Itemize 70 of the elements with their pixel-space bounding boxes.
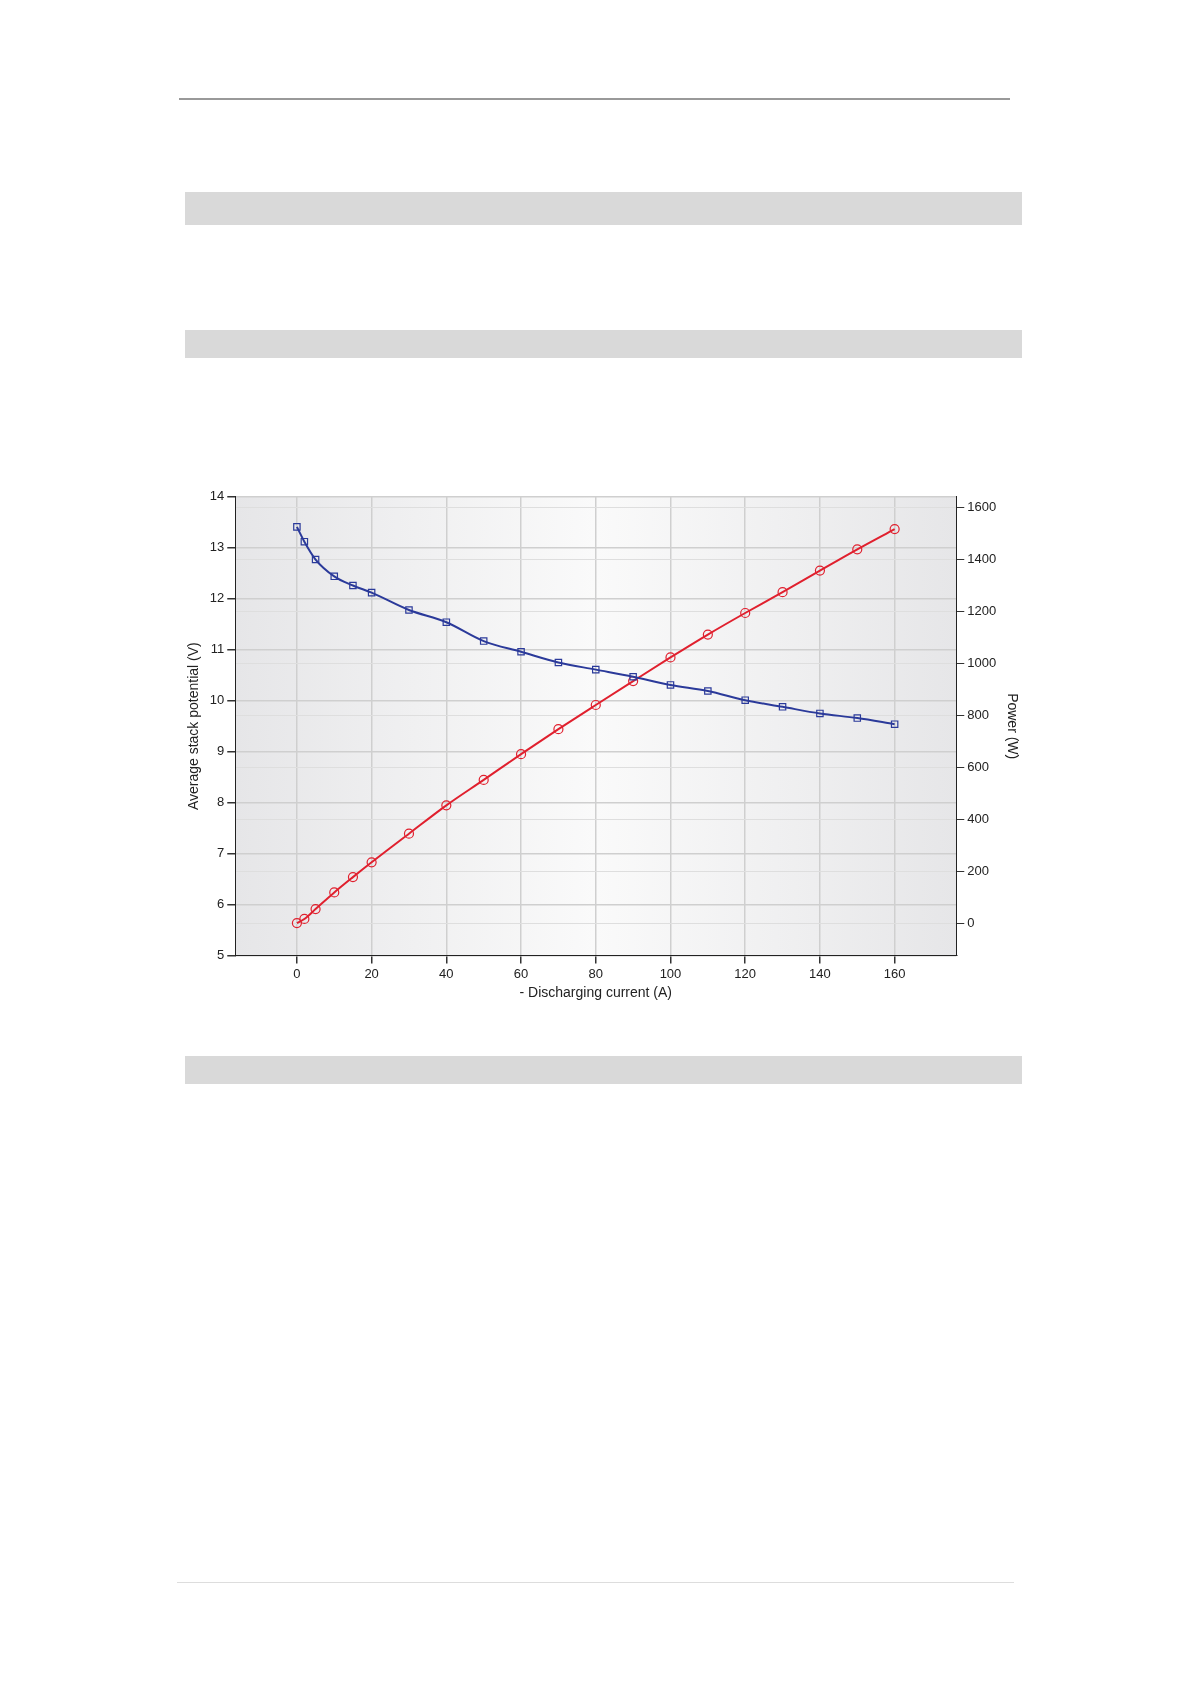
y2-tick-label: 200 <box>967 862 989 878</box>
y-tick-label: 14 <box>209 488 225 504</box>
point <box>349 581 357 590</box>
point <box>478 774 489 785</box>
x-axis-title: - Discharging current (A) <box>519 984 673 1001</box>
point <box>293 523 301 531</box>
x-tick-label: 120 <box>734 965 757 981</box>
point <box>311 555 320 564</box>
point <box>666 681 675 689</box>
y2-tick-label: 1400 <box>967 550 997 566</box>
x-tick-label: 140 <box>809 965 831 981</box>
y2-tick-label: 1000 <box>967 654 997 670</box>
point <box>330 572 339 581</box>
x-tick-label: 80 <box>588 965 603 981</box>
y2-tick-label: 0 <box>967 914 975 930</box>
y2-tick-label: 800 <box>967 706 989 722</box>
y-tick-label: 8 <box>217 794 225 810</box>
x-tick-label: 160 <box>883 965 906 981</box>
point <box>740 607 751 619</box>
point <box>890 720 899 728</box>
y-tick-label: 5 <box>217 947 225 963</box>
point <box>553 724 564 735</box>
point <box>403 828 415 839</box>
y2-tick-label: 1600 <box>967 498 997 514</box>
y2-tick-label: 400 <box>967 810 989 826</box>
point <box>554 658 563 667</box>
y2-tick-label: 1200 <box>967 602 997 618</box>
point <box>889 523 900 535</box>
point <box>479 637 488 645</box>
point <box>777 587 788 598</box>
y-tick-label: 6 <box>217 896 225 912</box>
point <box>852 544 863 555</box>
y-tick-label: 12 <box>209 590 225 606</box>
point <box>441 800 452 811</box>
y-tick-label: 11 <box>210 641 225 657</box>
point <box>741 696 749 704</box>
point <box>299 913 310 925</box>
x-tick-label: 60 <box>513 965 529 981</box>
point <box>778 703 787 711</box>
point <box>591 665 600 674</box>
point <box>405 606 413 614</box>
point <box>347 872 359 883</box>
point <box>590 699 601 711</box>
point <box>442 618 451 626</box>
point <box>665 652 676 663</box>
point <box>300 537 309 546</box>
x-tick-label: 100 <box>659 965 682 981</box>
y-tick-label: 10 <box>209 692 225 708</box>
y-axis-title: Average stack potential (V) <box>185 642 202 811</box>
y2-tick-label: 600 <box>967 758 989 774</box>
point <box>515 749 527 760</box>
x-tick-label: 0 <box>293 965 301 981</box>
point <box>329 887 340 898</box>
y2-axis-title: Power (W) <box>1004 693 1021 760</box>
point <box>366 857 377 868</box>
y-tick-label: 9 <box>217 743 225 759</box>
point <box>367 588 376 597</box>
point <box>310 903 321 915</box>
x-tick-label: 40 <box>439 965 454 981</box>
y-tick-label: 13 <box>209 539 225 555</box>
point <box>517 647 525 656</box>
point <box>853 714 862 722</box>
point <box>291 918 302 929</box>
point <box>816 709 824 718</box>
y-tick-label: 7 <box>217 845 225 861</box>
x-tick-label: 20 <box>364 965 379 981</box>
point <box>814 565 826 576</box>
point <box>702 629 713 640</box>
point <box>629 672 637 681</box>
point <box>704 687 712 695</box>
